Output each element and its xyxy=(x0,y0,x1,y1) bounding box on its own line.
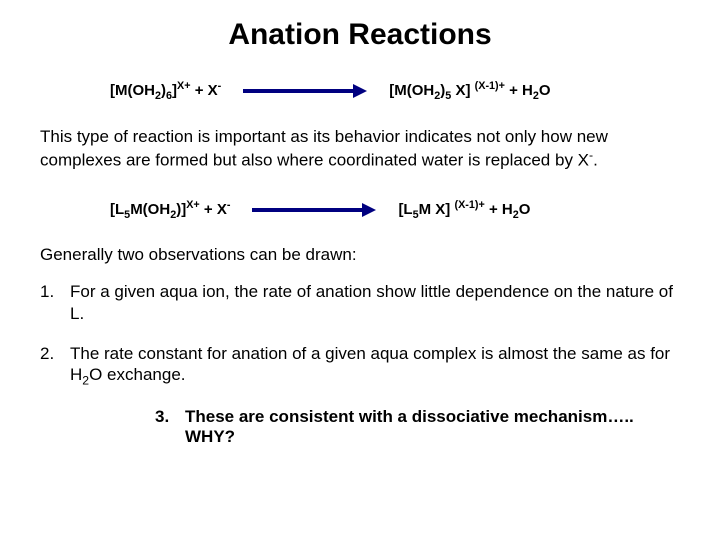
general-intro: Generally two observations can be drawn: xyxy=(40,245,680,265)
item-number: 3. xyxy=(155,407,185,447)
paragraph-1: This type of reaction is important as it… xyxy=(40,126,680,171)
item-text: For a given aqua ion, the rate of anatio… xyxy=(70,281,680,325)
item-number: 1. xyxy=(40,281,70,325)
arrow-icon xyxy=(243,84,367,98)
eq2-right: [L5M X] (X-1)+ + H2O xyxy=(398,199,530,221)
eq1-right: [M(OH2)5 X] (X-1)+ + H2O xyxy=(389,80,550,102)
item-text: These are consistent with a dissociative… xyxy=(185,407,680,447)
list-item-1: 1. For a given aqua ion, the rate of ana… xyxy=(40,281,680,325)
page-title: Anation Reactions xyxy=(40,18,680,52)
item-number: 2. xyxy=(40,343,70,390)
list-item-2: 2. The rate constant for anation of a gi… xyxy=(40,343,680,390)
arrow-icon xyxy=(252,203,376,217)
list-item-3: 3. These are consistent with a dissociat… xyxy=(155,407,680,447)
equation-2: [L5M(OH2)]X+ + X- [L5M X] (X-1)+ + H2O xyxy=(110,199,680,221)
eq2-left: [L5M(OH2)]X+ + X- xyxy=(110,199,230,221)
eq1-left: [M(OH2)6]X+ + X- xyxy=(110,80,221,102)
equation-1: [M(OH2)6]X+ + X- [M(OH2)5 X] (X-1)+ + H2… xyxy=(110,80,680,102)
item-text: The rate constant for anation of a given… xyxy=(70,343,680,390)
